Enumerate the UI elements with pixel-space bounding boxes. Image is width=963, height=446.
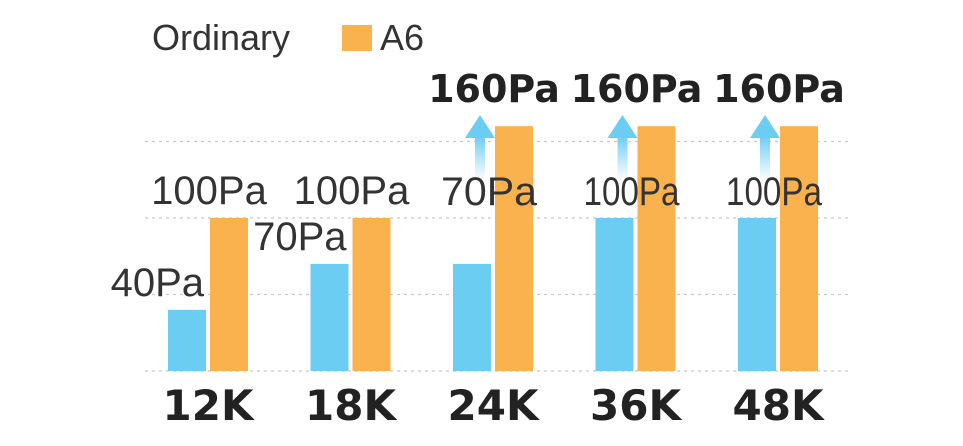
bar-ordinary-48k xyxy=(738,218,776,371)
value-label-a6-24k: 160Pa xyxy=(428,67,560,111)
x-tick-label: 48K xyxy=(733,381,825,430)
bar-a6-36k xyxy=(637,126,676,371)
x-axis-ticks: 12K 18K 24K 36K 48K xyxy=(163,381,825,430)
legend-label-ordinary: Ordinary xyxy=(152,17,290,58)
x-tick-label: 36K xyxy=(590,381,682,430)
bar-a6-24k xyxy=(495,126,533,371)
bar-ordinary-12k xyxy=(168,309,206,371)
arrows xyxy=(465,115,780,180)
x-tick-label: 12K xyxy=(163,381,255,430)
legend-label-a6: A6 xyxy=(380,17,424,58)
bar-ordinary-36k xyxy=(595,218,634,371)
upgrade-arrow-icon xyxy=(750,115,780,180)
bar-ordinary-18k xyxy=(310,263,349,371)
value-label-ordinary-24k: 70Pa xyxy=(441,170,538,214)
upgrade-arrow-icon xyxy=(607,115,638,180)
bar-a6-48k xyxy=(780,126,818,371)
x-tick-label: 24K xyxy=(448,381,540,430)
value-label-ordinary-18k: 70Pa xyxy=(253,215,347,259)
bar-ordinary-24k xyxy=(453,263,491,371)
value-label-a6-18k: 100Pa xyxy=(294,169,410,213)
bar-a6-12k xyxy=(210,218,248,371)
value-label-ordinary-36k: 100Pa xyxy=(584,170,681,214)
value-label-a6-36k: 160Pa xyxy=(571,67,703,111)
value-label-ordinary-12k: 40Pa xyxy=(111,261,205,305)
value-label-ordinary-48k: 100Pa xyxy=(726,170,823,214)
bars xyxy=(168,126,818,371)
x-tick-label: 18K xyxy=(305,381,397,430)
legend-swatch-a6 xyxy=(342,25,372,51)
value-label-a6-12k: 100Pa xyxy=(151,169,267,213)
legend: Ordinary A6 xyxy=(152,17,424,58)
bar-a6-18k xyxy=(352,218,391,371)
value-label-a6-48k: 160Pa xyxy=(713,67,845,111)
upgrade-arrow-icon xyxy=(465,115,495,180)
